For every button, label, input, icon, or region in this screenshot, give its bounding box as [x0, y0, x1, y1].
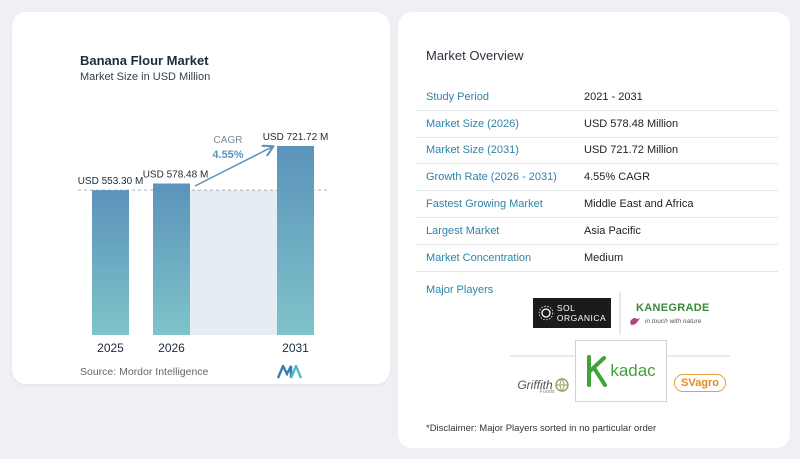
overview-row-label: Largest Market — [426, 224, 500, 237]
bar-2026 — [153, 183, 190, 335]
organica-text: ORGANICA — [556, 313, 607, 323]
overview-row-label: Study Period — [426, 90, 489, 103]
growth-shade — [190, 190, 277, 335]
bird-icon — [630, 318, 640, 325]
sun-icon — [538, 305, 554, 321]
overview-row-value: Asia Pacific — [584, 224, 641, 237]
overview-row: Study Period 2021 - 2031 — [416, 84, 778, 111]
kanegrade-text: KANEGRADE — [636, 302, 710, 314]
bar-2025 — [92, 190, 129, 335]
overview-row-label: Market Concentration — [426, 251, 532, 264]
data-label-2025: USD 553.30 M — [78, 176, 144, 187]
overview-row: Market Size (2026) USD 578.48 Million — [416, 111, 778, 138]
kadac-logo: kadac — [575, 340, 667, 402]
kadac-text: kadac — [610, 361, 656, 380]
overview-row: Fastest Growing Market Middle East and Af… — [416, 191, 778, 218]
sol-organica-logo: SOL ORGANICA — [533, 298, 611, 328]
overview-row: Growth Rate (2026 - 2031) 4.55% CAGR — [416, 164, 778, 192]
cagr-label: CAGR — [214, 135, 243, 146]
overview-table: Study Period 2021 - 2031 Market Size (2026… — [416, 84, 778, 272]
cagr-value: 4.55% — [212, 149, 243, 161]
overview-row-value: USD 578.48 Million — [584, 117, 679, 130]
data-label-2026: USD 578.48 M — [143, 170, 209, 181]
tick-label-2025: 2025 — [97, 341, 124, 355]
overview-row-label: Growth Rate (2026 - 2031) — [426, 171, 557, 184]
chart-subtitle: Market Size in USD Million — [80, 71, 211, 83]
overview-row-value: 4.55% CAGR — [584, 171, 651, 184]
sol-text: SOL — [556, 303, 576, 313]
tick-label-2031: 2031 — [282, 341, 309, 355]
data-label-2031: USD 721.72 M — [263, 132, 329, 143]
overview-row: Market Size (2031) USD 721.72 Million — [416, 138, 778, 165]
kadac-k-icon — [587, 355, 608, 387]
overview-row: Market Concentration Medium — [416, 245, 778, 272]
griffith-logo: Griffith Foods — [511, 370, 575, 400]
svagro-logo: SVagro — [672, 370, 728, 396]
overview-row-value: Middle East and Africa — [584, 198, 694, 211]
griffith-sub-text: Foods — [539, 389, 555, 395]
griffith-text: Griffith — [517, 378, 553, 392]
kanegrade-tagline: in touch with nature — [645, 317, 702, 325]
kanegrade-logo: KANEGRADE in touch with nature — [628, 298, 728, 332]
overview-row-value: 2021 - 2031 — [584, 90, 643, 103]
overview-row-label: Market Size (2026) — [426, 117, 519, 130]
chart-source: Source: Mordor Intelligence — [80, 366, 209, 378]
major-players-label: Major Players — [426, 284, 494, 296]
mordor-logo-icon — [277, 365, 303, 379]
overview-row-value: USD 721.72 Million — [584, 144, 679, 157]
overview-row-label: Fastest Growing Market — [426, 198, 543, 211]
disclaimer: *Disclaimer: Major Players sorted in no … — [426, 423, 657, 434]
overview-row-label: Market Size (2031) — [426, 144, 519, 157]
overview-title: Market Overview — [426, 48, 524, 63]
tick-label-2026: 2026 — [158, 341, 185, 355]
svagro-text: SVagro — [674, 374, 726, 392]
globe-icon — [554, 378, 569, 392]
overview-row: Largest Market Asia Pacific — [416, 218, 778, 245]
bar-2031 — [277, 146, 314, 335]
overview-row-value: Medium — [584, 251, 624, 264]
bar-chart: USD 553.30 M 2025 USD 578.48 M 2026 USD 721.… — [78, 132, 330, 355]
chart-title: Banana Flour Market — [80, 53, 209, 68]
cagr-arrow — [194, 147, 272, 187]
